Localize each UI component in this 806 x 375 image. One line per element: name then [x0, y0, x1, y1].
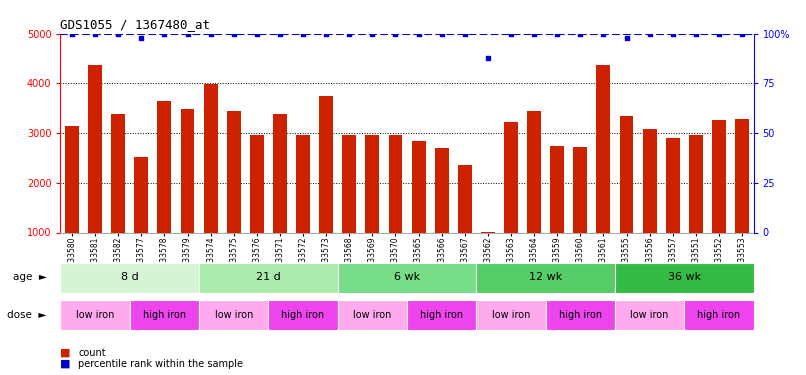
Bar [615, 300, 684, 330]
Bar [689, 135, 703, 232]
Point [135, 35, 147, 41]
Bar [338, 262, 476, 292]
Point [65, 31, 78, 37]
Text: high iron: high iron [143, 310, 186, 320]
Text: dose  ►: dose ► [7, 310, 47, 320]
Point [251, 31, 264, 37]
Point [597, 31, 610, 37]
Point [435, 31, 448, 37]
Bar [199, 262, 338, 292]
Bar [226, 111, 241, 232]
Point [643, 31, 656, 37]
Text: low iron: low iron [76, 310, 114, 320]
Bar [620, 116, 634, 232]
Point [528, 31, 541, 37]
Bar [60, 262, 199, 292]
Point [273, 31, 286, 37]
Text: ■: ■ [60, 359, 71, 369]
Point [620, 35, 633, 41]
Text: ■: ■ [60, 348, 71, 357]
Bar [250, 135, 264, 232]
Bar [735, 119, 749, 232]
Point [204, 31, 217, 37]
Bar [319, 96, 333, 232]
Point [713, 31, 725, 37]
Bar [407, 300, 476, 330]
Text: percentile rank within the sample: percentile rank within the sample [78, 359, 243, 369]
Bar [476, 300, 546, 330]
Text: 21 d: 21 d [256, 273, 280, 282]
Point [181, 31, 194, 37]
Bar [504, 122, 518, 232]
Text: high iron: high iron [420, 310, 463, 320]
Text: high iron: high iron [559, 310, 602, 320]
Point [736, 31, 749, 37]
Bar [481, 231, 495, 232]
Bar [199, 300, 268, 330]
Bar [642, 129, 657, 232]
Bar [268, 300, 338, 330]
Point [550, 31, 563, 37]
Bar [338, 300, 407, 330]
Bar [434, 148, 449, 232]
Text: low iron: low iron [353, 310, 392, 320]
Bar [546, 300, 615, 330]
Point [366, 31, 379, 37]
Point [389, 31, 402, 37]
Bar [88, 64, 102, 232]
Text: high iron: high iron [697, 310, 741, 320]
Bar [60, 300, 130, 330]
Bar [204, 84, 218, 232]
Bar [135, 157, 148, 232]
Bar [388, 135, 402, 232]
Point [89, 31, 102, 37]
Bar [550, 146, 564, 232]
Point [459, 31, 472, 37]
Point [297, 31, 310, 37]
Bar [527, 111, 541, 232]
Bar [615, 262, 754, 292]
Bar [573, 147, 588, 232]
Bar [712, 120, 726, 232]
Text: low iron: low iron [630, 310, 669, 320]
Text: 6 wk: 6 wk [394, 273, 420, 282]
Bar [181, 109, 194, 232]
Text: GDS1055 / 1367480_at: GDS1055 / 1367480_at [60, 18, 210, 31]
Bar [157, 101, 172, 232]
Bar [458, 165, 472, 232]
Text: age  ►: age ► [13, 273, 47, 282]
Text: count: count [78, 348, 106, 357]
Text: low iron: low iron [492, 310, 530, 320]
Point [481, 55, 494, 61]
Point [412, 31, 425, 37]
Bar [296, 135, 310, 232]
Point [505, 31, 517, 37]
Bar [365, 135, 380, 232]
Point [112, 31, 125, 37]
Text: 8 d: 8 d [121, 273, 139, 282]
Bar [130, 300, 199, 330]
Text: high iron: high iron [281, 310, 325, 320]
Point [667, 31, 679, 37]
Bar [412, 141, 426, 232]
Point [158, 31, 171, 37]
Text: low iron: low iron [214, 310, 253, 320]
Text: 36 wk: 36 wk [667, 273, 701, 282]
Point [343, 31, 355, 37]
Point [227, 31, 240, 37]
Point [689, 31, 702, 37]
Bar [666, 138, 679, 232]
Bar [476, 262, 615, 292]
Bar [111, 114, 125, 232]
Bar [65, 126, 79, 232]
Point [320, 31, 333, 37]
Point [574, 31, 587, 37]
Bar [596, 64, 610, 232]
Text: 12 wk: 12 wk [529, 273, 563, 282]
Bar [684, 300, 754, 330]
Bar [343, 135, 356, 232]
Bar [273, 114, 287, 232]
